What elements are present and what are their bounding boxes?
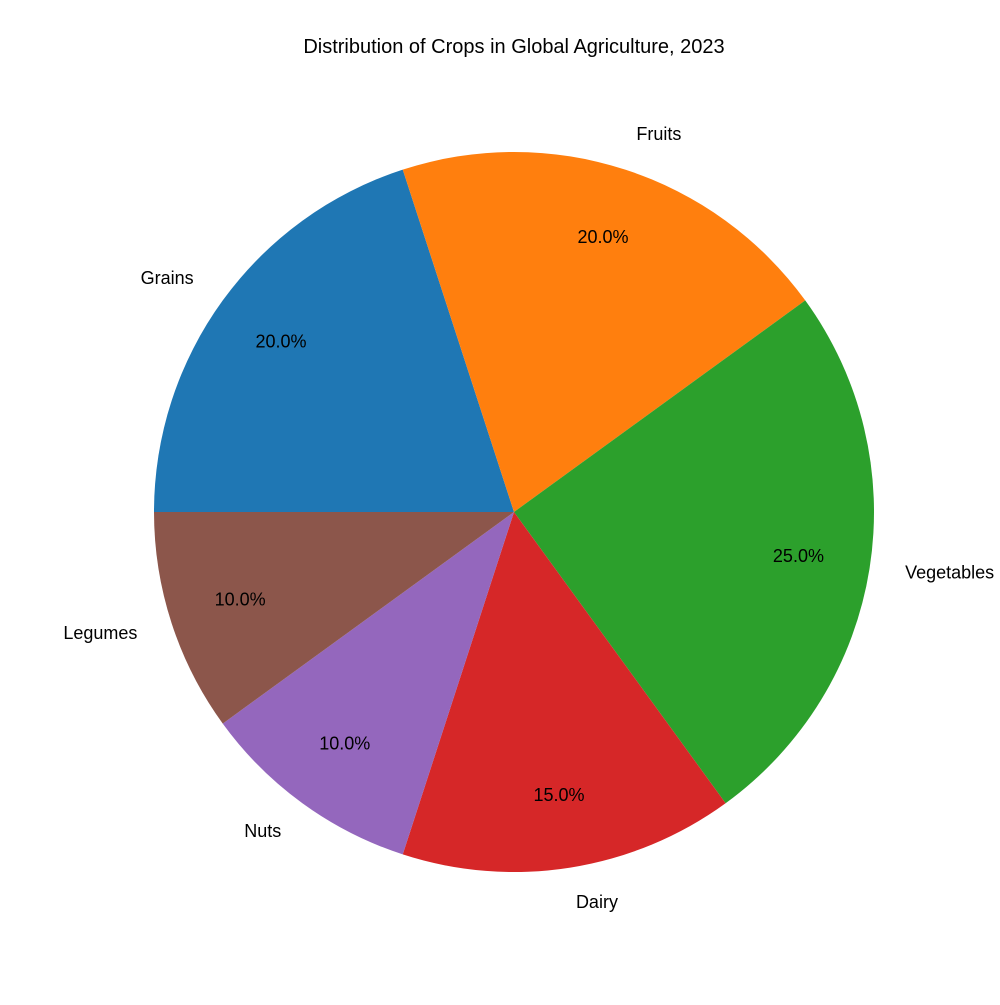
slice-label-grains: Grains	[141, 268, 194, 288]
slice-label-legumes: Legumes	[63, 623, 137, 643]
slice-percent-dairy: 15.0%	[534, 785, 585, 805]
slice-percent-fruits: 20.0%	[577, 227, 628, 247]
pie-slice-dairy	[402, 512, 726, 872]
pie-slice-fruits	[402, 152, 806, 512]
pie-slices	[154, 152, 874, 872]
chart-title: Distribution of Crops in Global Agricult…	[303, 36, 724, 58]
pie-slice-vegetables	[514, 300, 874, 804]
slice-label-dairy: Dairy	[576, 892, 618, 912]
slice-percent-legumes: 10.0%	[215, 590, 266, 610]
pie-slice-legumes	[154, 512, 514, 724]
slice-percent-vegetables: 25.0%	[773, 546, 824, 566]
pie-slice-grains	[154, 169, 514, 512]
slice-label-fruits: Fruits	[636, 124, 681, 144]
slice-label-vegetables: Vegetables	[905, 563, 994, 583]
pie-slice-nuts	[222, 512, 514, 855]
slice-percent-grains: 20.0%	[255, 331, 306, 351]
slice-percent-nuts: 10.0%	[319, 734, 370, 754]
pie-labels: Grains 20.0% Fruits 20.0% Vegetables 25.0% Dai…	[63, 124, 994, 912]
slice-label-nuts: Nuts	[244, 821, 281, 841]
